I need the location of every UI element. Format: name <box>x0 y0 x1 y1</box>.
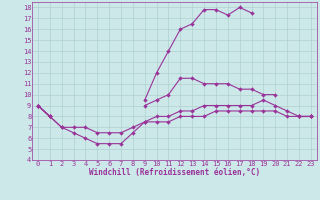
X-axis label: Windchill (Refroidissement éolien,°C): Windchill (Refroidissement éolien,°C) <box>89 168 260 177</box>
